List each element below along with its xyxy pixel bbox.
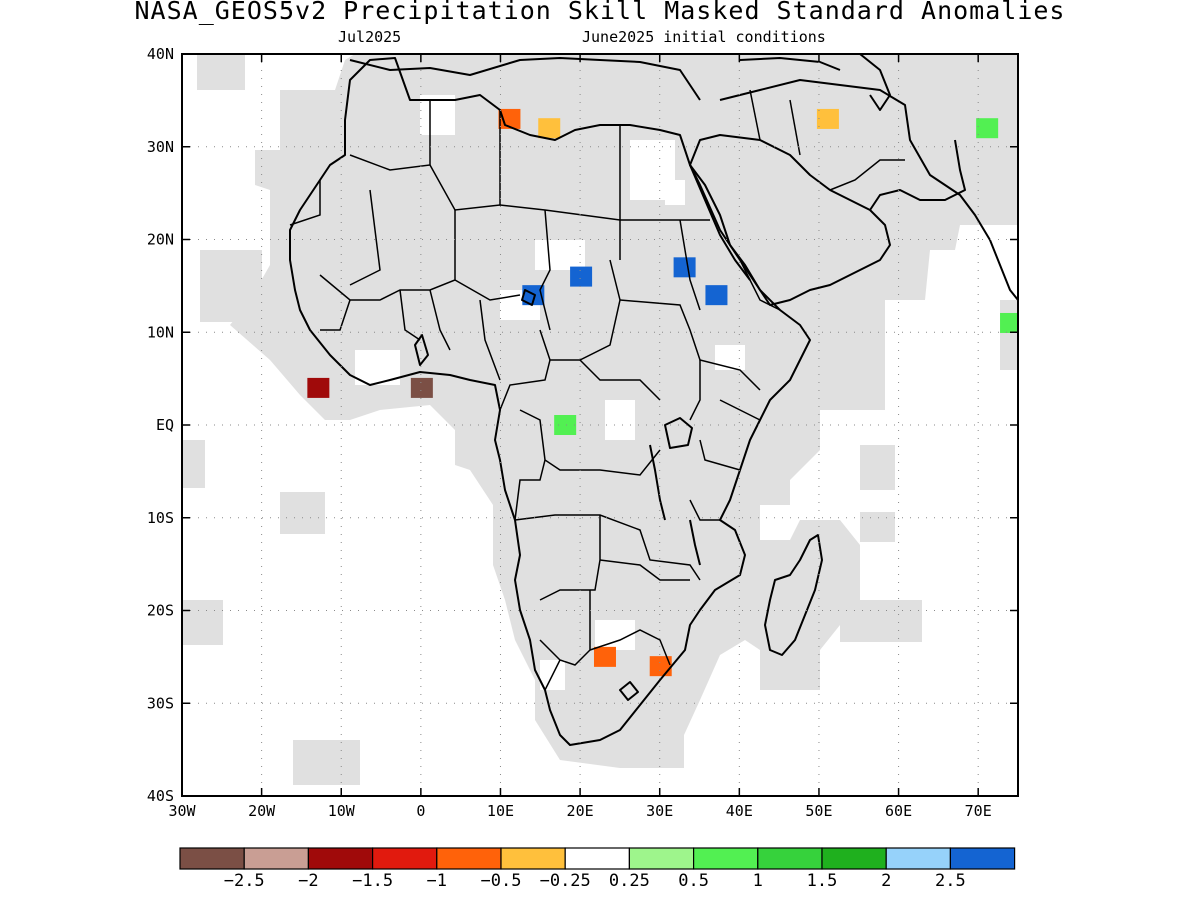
initial-conditions: June2025 initial conditions xyxy=(582,28,826,46)
anomaly-patch-india-west xyxy=(1000,312,1018,333)
y-tick-label: 20N xyxy=(147,231,174,249)
y-tick-label: 40N xyxy=(147,45,174,63)
map-title: NASA_GEOS5v2 Precipitation Skill Masked … xyxy=(134,0,1066,25)
colorbar-label: −0.5 xyxy=(481,871,522,891)
anomaly-patch-botswana xyxy=(593,646,616,667)
colorbar-label: −2.5 xyxy=(224,871,265,891)
colorbar-swatch xyxy=(179,847,245,870)
colorbar-swatch xyxy=(564,847,631,870)
x-tick-label: 50E xyxy=(805,802,832,820)
axes: 30W 20W 10W 0 10E 20E 30E 40E 50E 60E 70E 40N 30N 20N… xyxy=(147,45,1018,820)
anomaly-patch-sudan xyxy=(673,257,696,278)
x-tick-label: 20E xyxy=(567,802,594,820)
colorbar-label: 1.5 xyxy=(807,871,838,891)
x-tick-label: 0 xyxy=(416,802,425,820)
colorbar-swatch xyxy=(628,847,695,870)
colorbar-label: 0.25 xyxy=(609,871,650,891)
colorbar-label: −1.5 xyxy=(352,871,393,891)
anomaly-patch-libya-coast xyxy=(538,118,561,139)
skill-mask-region xyxy=(182,54,1018,785)
colorbar-swatch xyxy=(821,847,887,870)
anomaly-patch-chad-north xyxy=(570,266,593,287)
y-tick-label: 40S xyxy=(147,787,174,805)
anomaly-patch-iran xyxy=(816,108,839,129)
x-tick-label: 40E xyxy=(726,802,753,820)
colorbar: −2.5 −2 −1.5 −1 −0.5 −0.25 0.25 0.5 1 1.5 2 2.5 xyxy=(179,847,1016,891)
colorbar-label: −2 xyxy=(298,871,318,891)
colorbar-label: 2.5 xyxy=(935,871,966,891)
anomaly-patches xyxy=(307,108,1018,677)
colorbar-label: 2 xyxy=(881,871,891,891)
anomaly-patch-ethiopia xyxy=(705,285,728,306)
x-tick-label: 10W xyxy=(328,802,356,820)
country-borders xyxy=(289,89,905,691)
colorbar-swatch xyxy=(372,847,438,870)
x-tick-label: 30E xyxy=(646,802,673,820)
anomaly-patch-central-africa xyxy=(554,415,577,435)
forecast-month: Jul2025 xyxy=(338,28,402,46)
colorbar-swatch xyxy=(757,847,823,870)
y-tick-label: 10S xyxy=(147,509,174,527)
anomaly-patch-gulf-of-guinea-east xyxy=(410,377,433,398)
y-tick-label: 30S xyxy=(147,694,174,712)
colorbar-swatch xyxy=(885,847,952,870)
y-tick-label: EQ xyxy=(156,416,174,434)
coastlines xyxy=(289,54,1018,746)
colorbar-swatch xyxy=(307,847,374,870)
colorbar-swatch xyxy=(243,847,309,870)
y-tick-label: 10N xyxy=(147,323,174,341)
colorbar-label: −1 xyxy=(427,871,447,891)
colorbar-label: 0.5 xyxy=(678,871,709,891)
anomaly-patch-gulf-of-guinea-west xyxy=(307,377,330,398)
colorbar-swatch xyxy=(692,847,759,870)
x-tick-label: 60E xyxy=(885,802,912,820)
x-tick-label: 70E xyxy=(965,802,992,820)
x-tick-label: 20W xyxy=(248,802,276,820)
anomaly-patch-pakistan xyxy=(976,118,999,139)
y-tick-label: 30N xyxy=(147,138,174,156)
lat-lon-grid xyxy=(182,54,1018,796)
colorbar-swatch xyxy=(436,847,502,870)
x-tick-label: 10E xyxy=(487,802,514,820)
y-tick-label: 20S xyxy=(147,602,174,620)
colorbar-label: 1 xyxy=(753,871,763,891)
colorbar-label: −0.25 xyxy=(540,871,591,891)
colorbar-swatch xyxy=(949,847,1016,870)
colorbar-swatch xyxy=(500,847,566,870)
map-area xyxy=(182,54,1018,796)
x-tick-label: 30W xyxy=(168,802,196,820)
